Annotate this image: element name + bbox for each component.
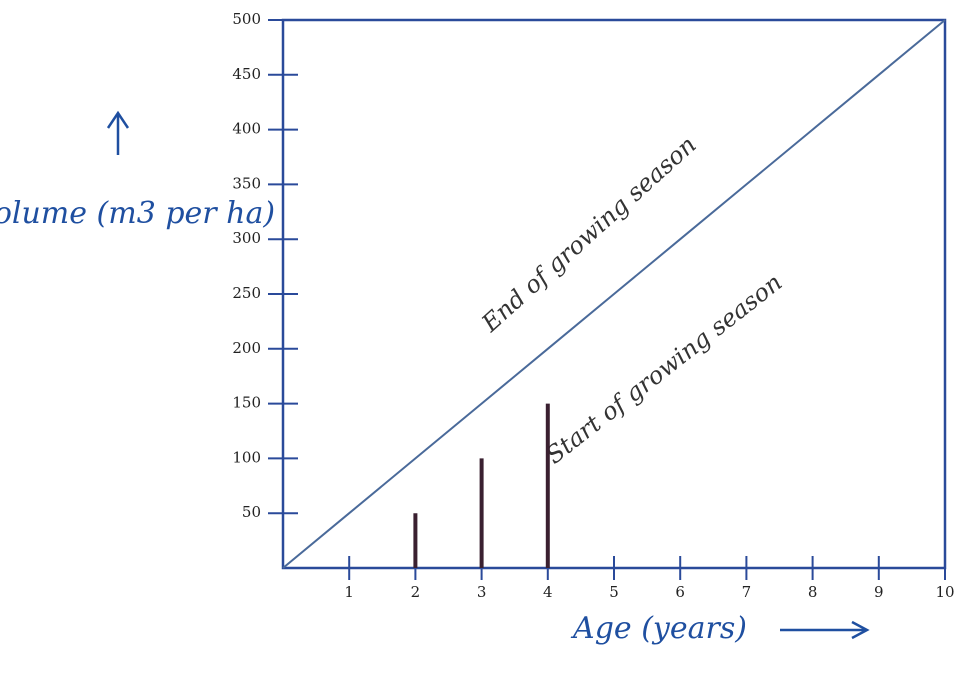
x-tick-label: 4 (543, 583, 553, 601)
y-tick-label: 150 (232, 394, 261, 412)
y-tick-label: 400 (232, 120, 261, 138)
x-tick-label: 3 (477, 583, 487, 601)
x-tick-label: 5 (609, 583, 619, 601)
x-tick-label: 8 (808, 583, 818, 601)
y-tick-label: 250 (232, 284, 261, 302)
chart: Volume (m3 per ha) Age (years) End of gr… (0, 0, 973, 676)
y-axis-title: Volume (m3 per ha) (0, 196, 275, 231)
x-tick-label: 7 (742, 583, 752, 601)
x-tick-label: 6 (675, 583, 685, 601)
line (283, 20, 945, 568)
y-tick-label: 200 (232, 339, 261, 357)
annotation: Start of growing season (541, 268, 788, 469)
x-tick-label: 1 (344, 583, 354, 601)
x-tick-label: 10 (935, 583, 954, 601)
y-tick-label: 100 (232, 448, 261, 466)
y-tick-label: 50 (242, 503, 261, 521)
y-tick-label: 300 (232, 229, 261, 247)
x-axis-title: Age (years) (570, 611, 747, 646)
y-tick-label: 450 (232, 65, 261, 83)
y-tick-label: 500 (232, 10, 261, 28)
annotation: End of growing season (476, 130, 702, 337)
x-tick-label: 2 (411, 583, 421, 601)
y-tick-label: 350 (232, 174, 261, 192)
x-tick-label: 9 (874, 583, 884, 601)
